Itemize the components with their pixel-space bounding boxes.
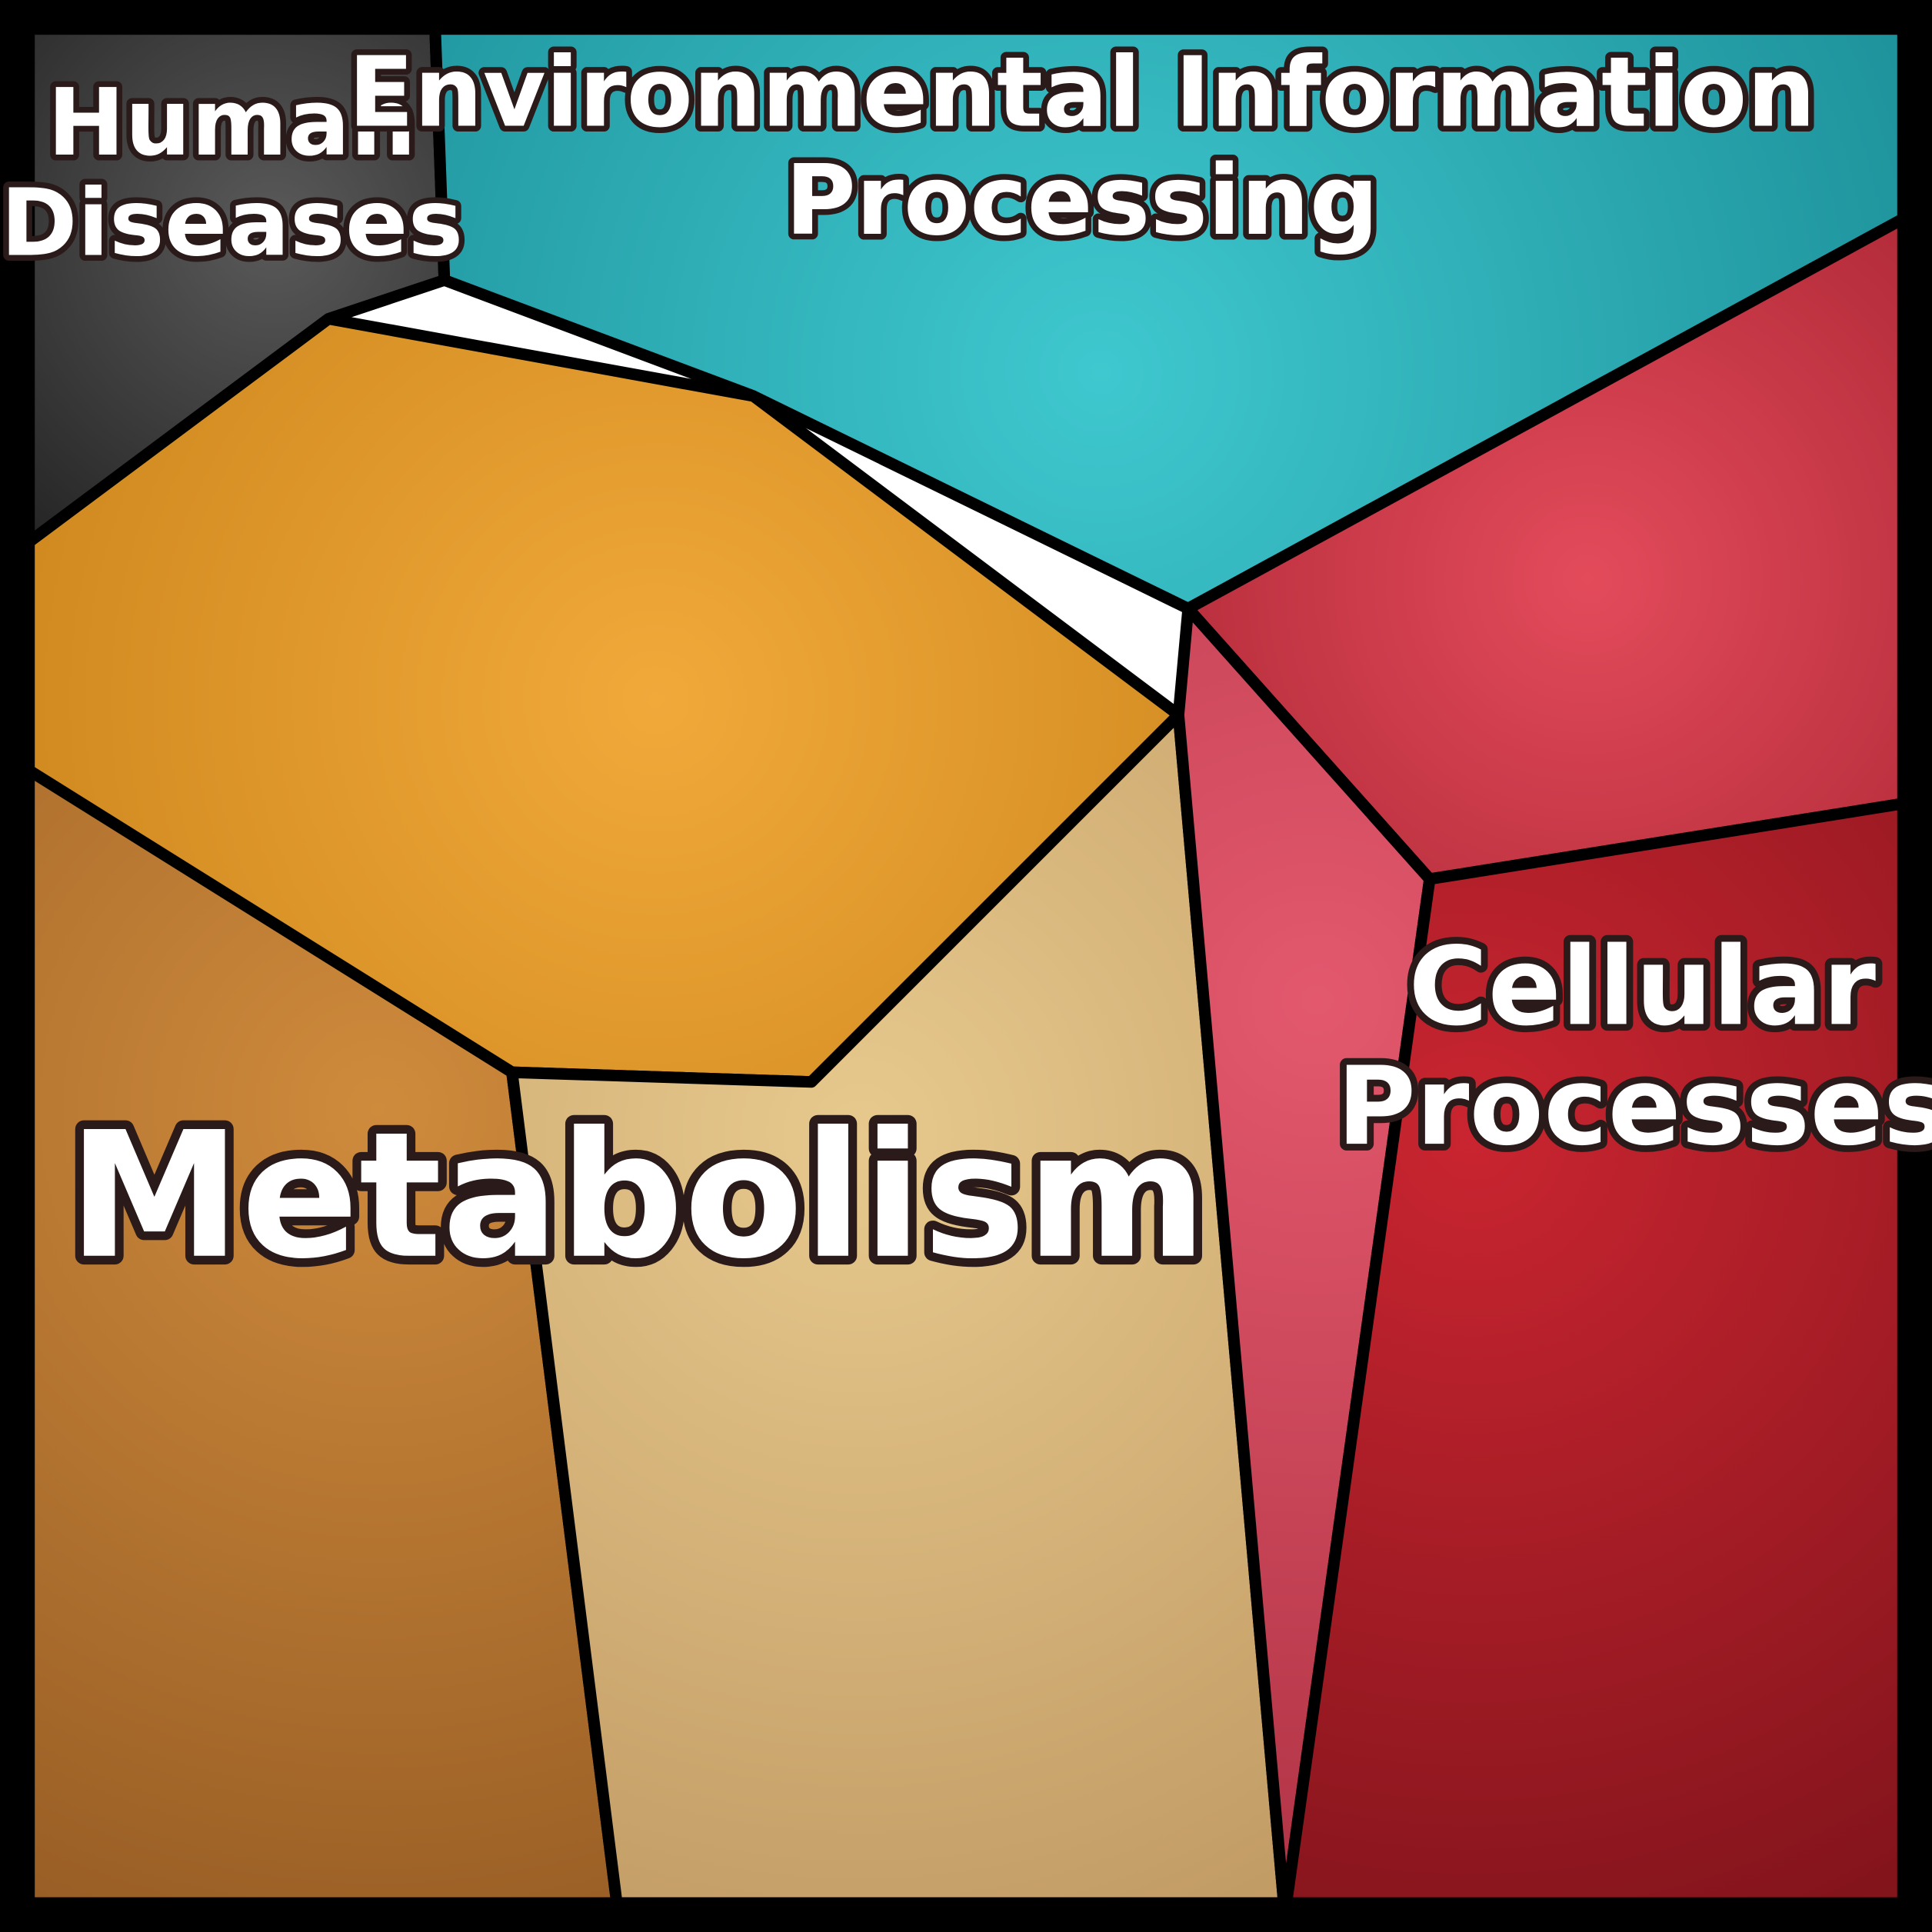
voronoi-treemap: HumanDiseasesEnvironmental InformationPr…: [0, 0, 1932, 1932]
label-metabolism: Metabolism: [68, 1095, 1207, 1297]
label-cellular: CellularProcesses: [1337, 924, 1932, 1170]
